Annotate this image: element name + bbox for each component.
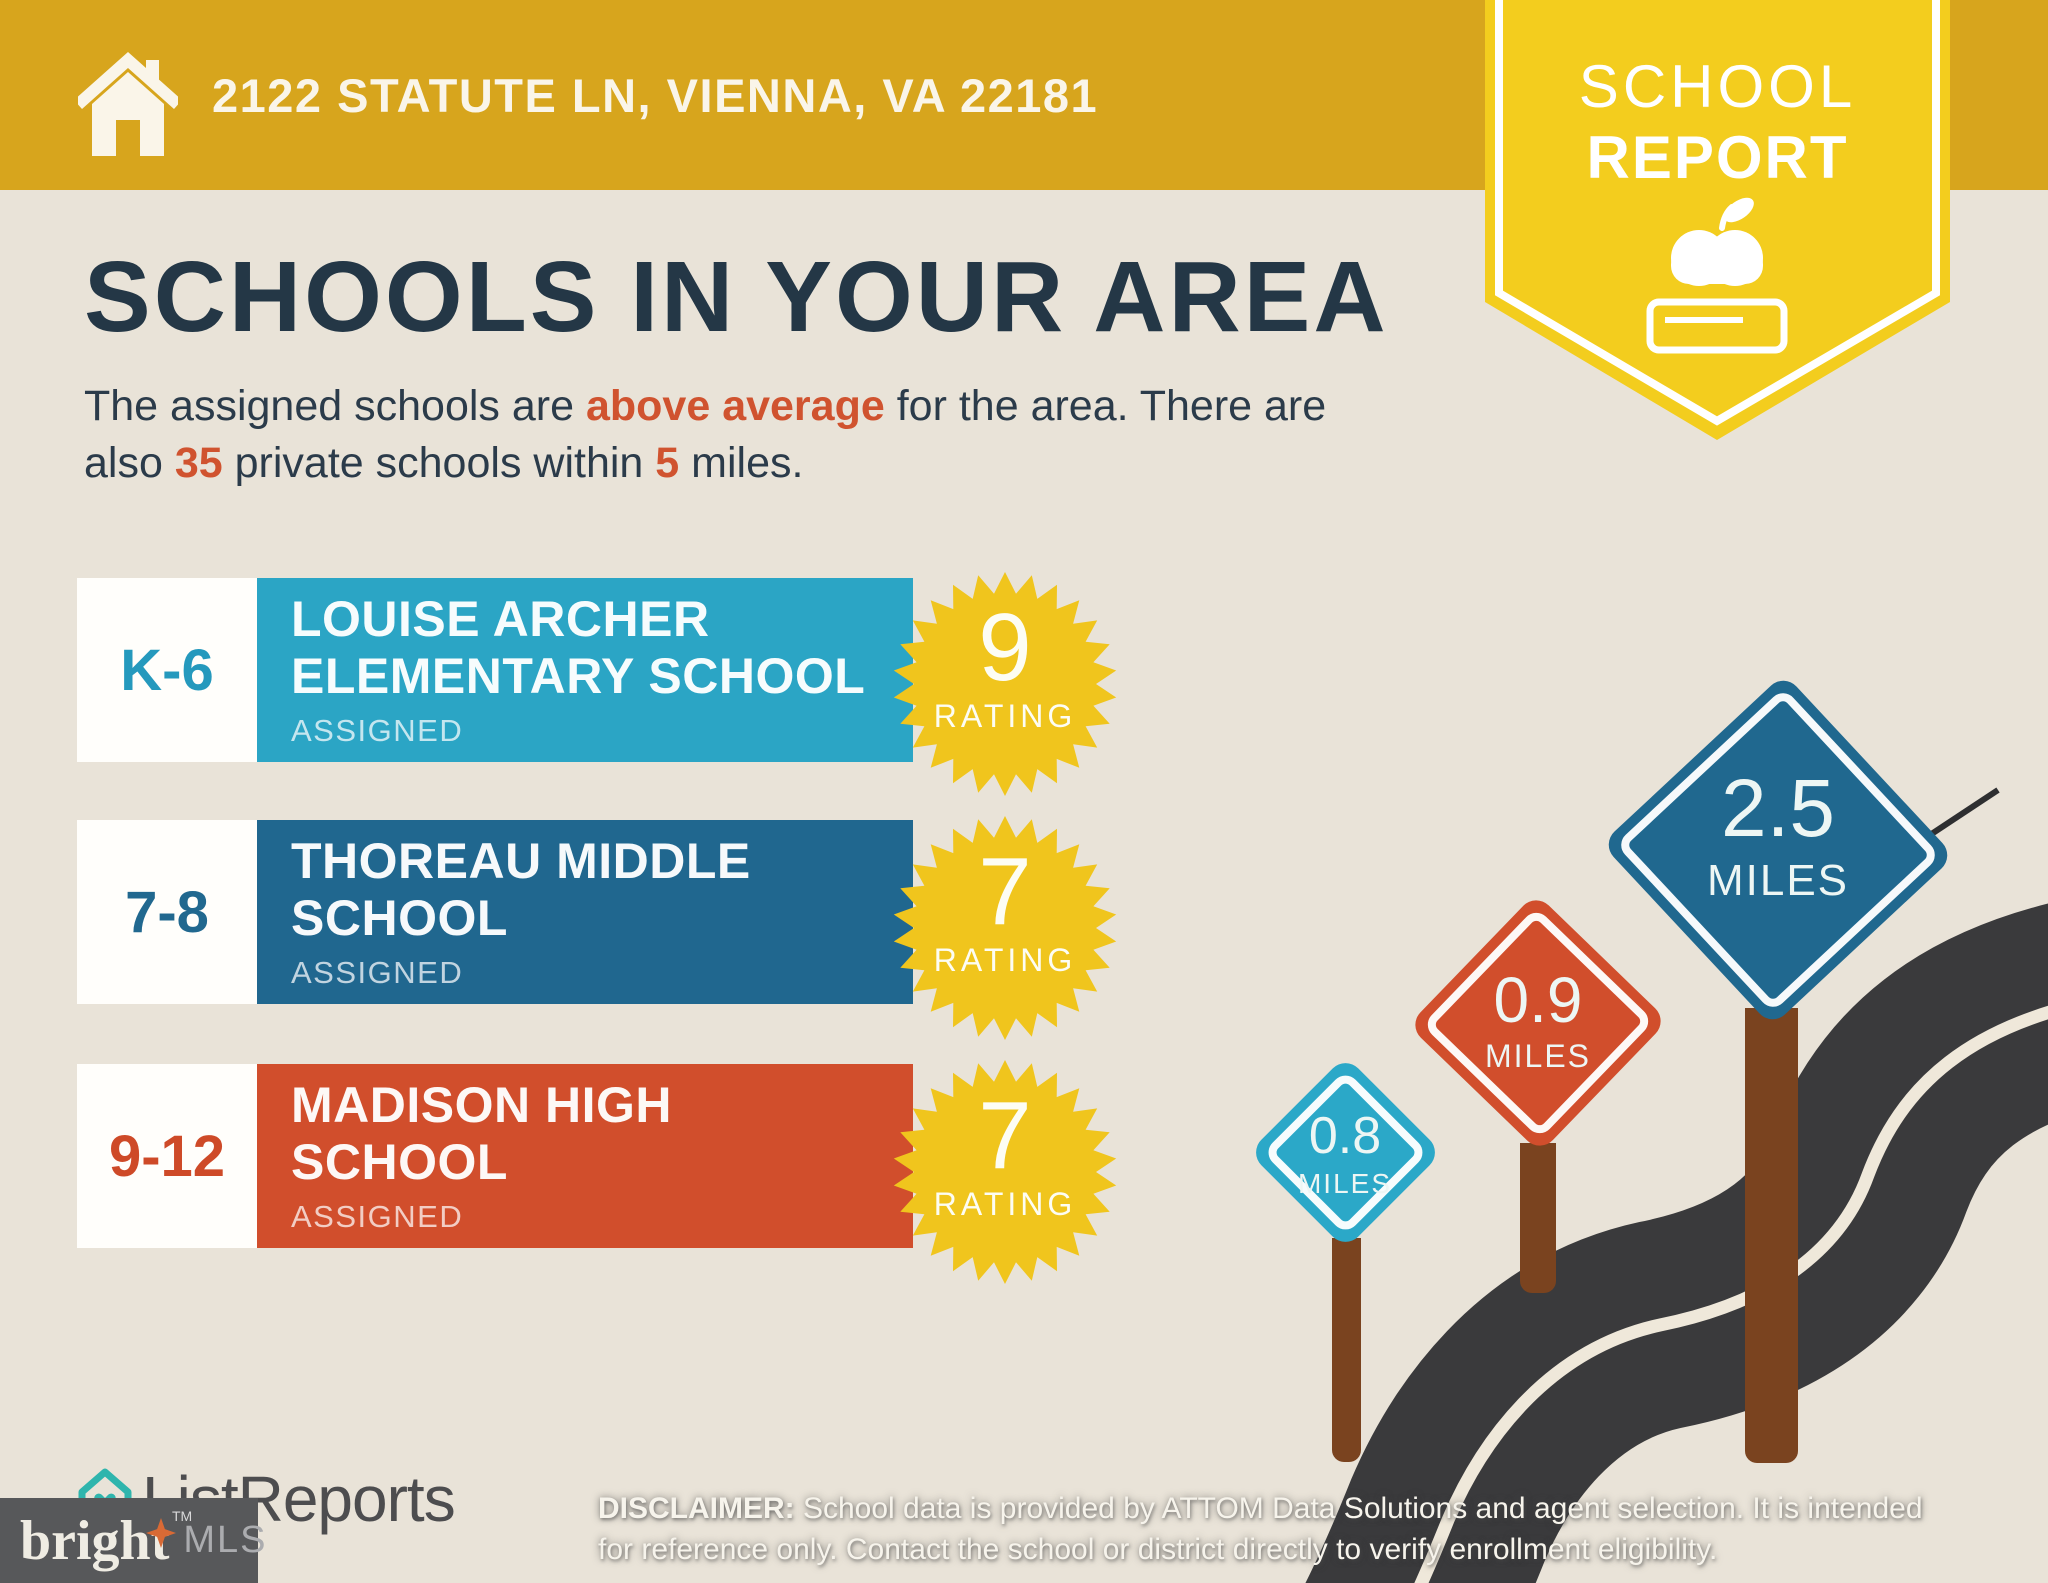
rating-burst-icon	[893, 816, 1117, 1040]
rating-word: RATING	[933, 698, 1077, 734]
intro-paragraph: The assigned schools are above average f…	[84, 382, 1327, 487]
school-report-badge	[1485, 0, 1950, 440]
assigned-label: ASSIGNED	[291, 1199, 464, 1234]
home-icon	[78, 52, 178, 156]
distance-sign-label: 0.8 MILES	[1245, 1110, 1445, 1200]
school-bar: MADISON HIGH SCHOOL ASSIGNED	[257, 1064, 913, 1248]
rating-value: 7	[978, 1082, 1032, 1189]
rating-badge: 7 RATING	[885, 1088, 1125, 1223]
sign-post	[1332, 1238, 1361, 1462]
bright-mls-suffix: MLS	[183, 1519, 268, 1561]
rating-value: 9	[978, 594, 1032, 701]
school-row-high: 9-12 MADISON HIGH SCHOOL ASSIGNED	[77, 1064, 1117, 1248]
assigned-label: ASSIGNED	[291, 955, 464, 990]
assigned-label: ASSIGNED	[291, 713, 464, 748]
rating-word: RATING	[933, 1186, 1077, 1222]
apple-book-icon	[1646, 197, 1788, 354]
grade-range-box: 7-8	[77, 820, 257, 1004]
distance-unit: MILES	[1297, 1168, 1393, 1199]
rating-word: RATING	[933, 942, 1077, 978]
intro-highlight-radius: 5	[655, 439, 680, 487]
distance-value: 2.5	[1721, 763, 1835, 854]
property-address: 2122 STATUTE LN, VIENNA, VA 22181	[212, 68, 1099, 122]
rating-badge: 9 RATING	[885, 600, 1125, 735]
grade-range-box: 9-12	[77, 1064, 257, 1248]
rating-badge: 7 RATING	[885, 844, 1125, 979]
school-name: LOUISE ARCHER ELEMENTARY SCHOOL	[291, 591, 866, 704]
school-name: THOREAU MIDDLE SCHOOL	[291, 833, 751, 946]
rating-burst-icon	[893, 572, 1117, 796]
grade-range-box: K-6	[77, 578, 257, 762]
sign-post	[1520, 1143, 1556, 1293]
distance-sign-label: 0.9 MILES	[1408, 968, 1668, 1075]
bright-mls-brand: bright	[20, 1509, 170, 1572]
intro-text: The assigned schools are	[84, 382, 586, 430]
distance-sign-label: 2.5 MILES	[1638, 768, 1918, 906]
intro-highlight-above-average: above average	[585, 382, 885, 430]
page-title: SCHOOLS IN YOUR AREA	[84, 241, 1389, 353]
school-bar: LOUISE ARCHER ELEMENTARY SCHOOL ASSIGNED	[257, 578, 913, 762]
distance-unit: MILES	[1706, 856, 1850, 905]
school-bar: THOREAU MIDDLE SCHOOL ASSIGNED	[257, 820, 913, 1004]
rating-value: 7	[978, 838, 1032, 945]
school-row-elementary: K-6 LOUISE ARCHER ELEMENTARY SCHOOL ASSIG…	[77, 578, 1117, 762]
bright-mls-logo-box: bright MLS	[0, 1498, 265, 1583]
disclaimer-label: DISCLAIMER:	[598, 1492, 795, 1525]
sign-post	[1745, 1008, 1798, 1463]
distance-value: 0.9	[1493, 964, 1583, 1036]
badge-text: SCHOOL REPORT	[1485, 0, 1950, 192]
intro-highlight-private-count: 35	[174, 439, 223, 487]
badge-line1: SCHOOL	[1578, 53, 1857, 120]
distance-unit: MILES	[1484, 1038, 1592, 1074]
rating-burst-icon	[893, 1060, 1117, 1284]
school-row-middle: 7-8 THOREAU MIDDLE SCHOOL ASSIGNED	[77, 820, 1117, 1004]
trademark-symbol: TM	[172, 1508, 193, 1524]
badge-line2: REPORT	[1586, 124, 1849, 191]
disclaimer-text: DISCLAIMER: School data is provided by A…	[598, 1492, 1923, 1566]
distance-value: 0.8	[1308, 1107, 1382, 1165]
school-name: MADISON HIGH SCHOOL	[291, 1077, 672, 1190]
